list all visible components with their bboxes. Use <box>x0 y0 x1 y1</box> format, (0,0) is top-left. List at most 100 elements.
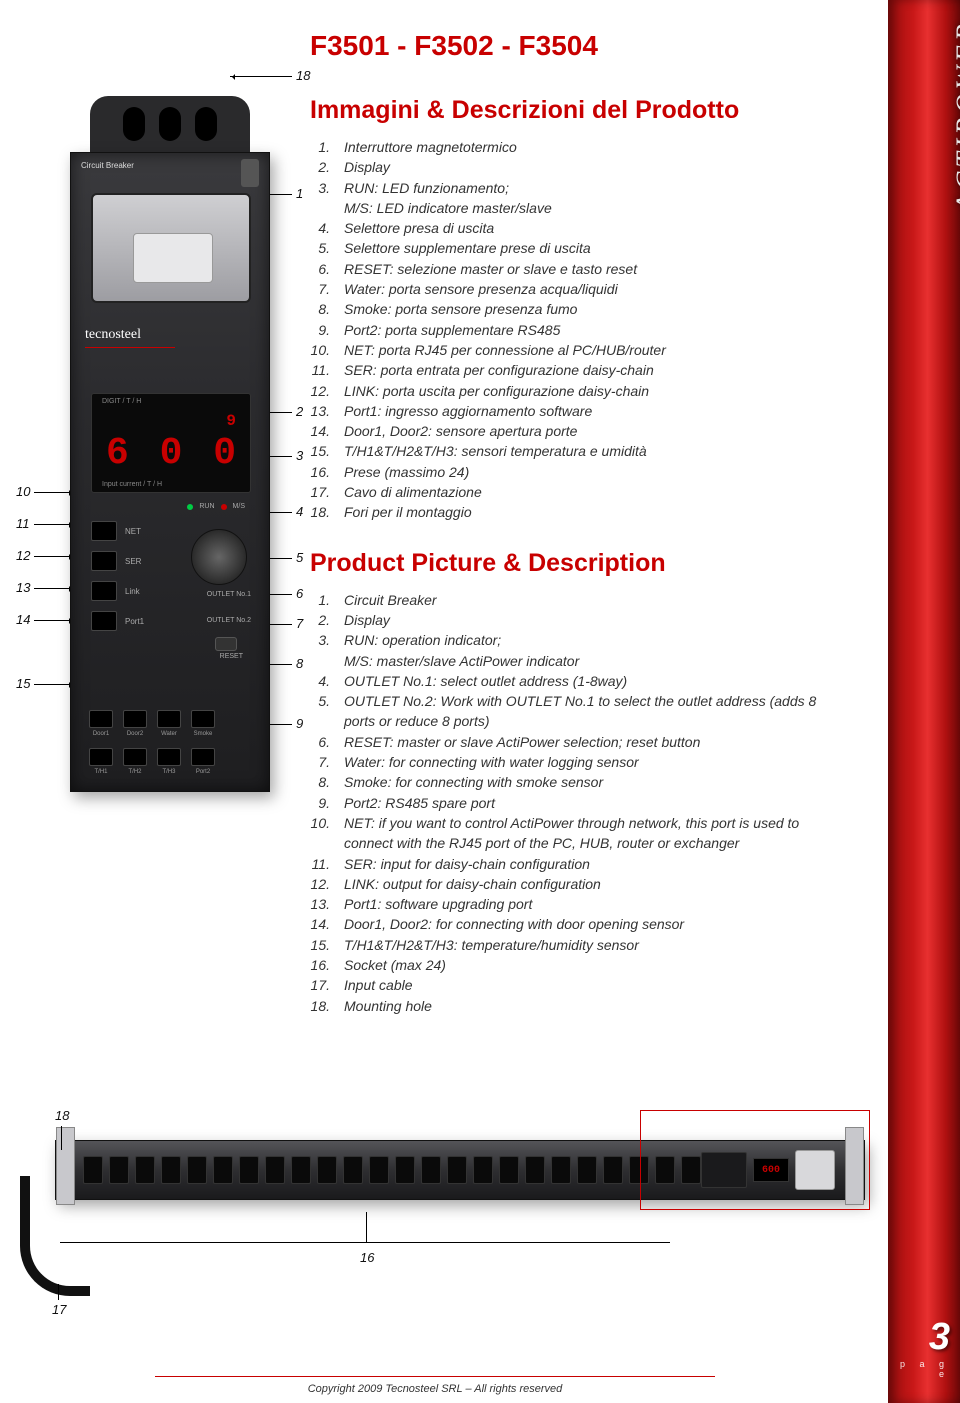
run-ms-leds: RUN M/S <box>187 503 245 510</box>
device-vertical: Circuit Breaker tecnosteel DIGIT / T / H… <box>60 96 280 796</box>
callout-10: 10 <box>16 484 30 499</box>
callout-2: 2 <box>296 404 303 419</box>
outlet-socket-icon <box>83 1156 103 1184</box>
list-item: 9.Port2: RS485 spare port <box>310 793 850 813</box>
outlet-socket-icon <box>109 1156 129 1184</box>
list-item: 6.RESET: selezione master or slave e tas… <box>310 259 850 279</box>
display-big-value: 6 0 0 <box>106 432 240 475</box>
breaker-window <box>91 193 251 303</box>
display-bottom-label: Input current / T / H <box>102 481 162 488</box>
list-item: 15.T/H1&T/H2&T/H3: sensori temperatura e… <box>310 441 850 461</box>
list-item: 1.Circuit Breaker <box>310 590 850 610</box>
list-item: 16.Socket (max 24) <box>310 955 850 975</box>
list-item: 2.Display <box>310 157 850 177</box>
sensor-ports-row1: Door1 Door2 Water Smoke <box>89 710 215 737</box>
list-item: 11.SER: input for daisy-chain configurat… <box>310 854 850 874</box>
list-item: 13.Port1: software upgrading port <box>310 894 850 914</box>
list-item: 4.OUTLET No.1: select outlet address (1-… <box>310 671 850 691</box>
mount-ear-icon <box>56 1127 75 1205</box>
device-brand: tecnosteel <box>85 327 141 343</box>
list-item: 3.RUN: operation indicator; M/S: master/… <box>310 630 850 671</box>
mounting-hole-icon <box>123 107 145 141</box>
list-item: 13.Port1: ingresso aggiornamento softwar… <box>310 401 850 421</box>
section-heading-it: Immagini & Descrizioni del Prodotto <box>310 96 850 125</box>
callout-4: 4 <box>296 504 303 519</box>
rj45-port-icon <box>91 521 117 541</box>
reset-label: RESET <box>220 653 243 660</box>
led-display: DIGIT / T / H 9 6 0 0 Input current / T … <box>91 393 251 493</box>
outlet-socket-icon <box>187 1156 207 1184</box>
list-item: 3.RUN: LED funzionamento; M/S: LED indic… <box>310 178 850 219</box>
list-item: 17.Cavo di alimentazione <box>310 482 850 502</box>
description-list-en: 1.Circuit Breaker2.Display3.RUN: operati… <box>310 590 850 1016</box>
outlet-socket-icon <box>577 1156 597 1184</box>
list-item: 14.Door1, Door2: for connecting with doo… <box>310 914 850 934</box>
list-item: 5.Selettore supplementare prese di uscit… <box>310 238 850 258</box>
list-item: 15.T/H1&T/H2&T/H3: temperature/humidity … <box>310 935 850 955</box>
outlet-socket-icon <box>499 1156 519 1184</box>
outlet-socket-icon <box>265 1156 285 1184</box>
callout-6: 6 <box>296 586 303 601</box>
list-item: 5.OUTLET No.2: Work with OUTLET No.1 to … <box>310 691 850 732</box>
outlet-socket-icon <box>213 1156 233 1184</box>
callout-12: 12 <box>16 548 30 563</box>
page-number: 3 p a g e <box>888 1316 950 1379</box>
outlet-socket-icon <box>239 1156 259 1184</box>
list-item: 4.Selettore presa di uscita <box>310 218 850 238</box>
list-item: 7.Water: for connecting with water loggi… <box>310 752 850 772</box>
outlet-socket-icon <box>395 1156 415 1184</box>
list-item: 12.LINK: porta uscita per configurazione… <box>310 381 850 401</box>
list-item: 16.Prese (massimo 24) <box>310 462 850 482</box>
list-item: 8.Smoke: for connecting with smoke senso… <box>310 772 850 792</box>
rj45-port-icon <box>91 581 117 601</box>
list-item: 14.Door1, Door2: sensore apertura porte <box>310 421 850 441</box>
outlet-socket-icon <box>603 1156 623 1184</box>
list-item: 1.Interruttore magnetotermico <box>310 137 850 157</box>
rj45-port-icon <box>91 611 117 631</box>
mounting-bracket <box>90 96 250 152</box>
list-item: 17.Input cable <box>310 975 850 995</box>
outlet-socket-icon <box>551 1156 571 1184</box>
outlet-socket-icon <box>291 1156 311 1184</box>
display-top-label: DIGIT / T / H <box>102 398 141 405</box>
list-item: 6.RESET: master or slave ActiPower selec… <box>310 732 850 752</box>
callout-1: 1 <box>296 186 303 201</box>
list-item: 8.Smoke: porta sensore presenza fumo <box>310 299 850 319</box>
brand-vertical-text: ACTIPOWER <box>952 20 960 212</box>
list-item: 9.Port2: porta supplementare RS485 <box>310 320 850 340</box>
list-item: 18.Mounting hole <box>310 996 850 1016</box>
callout-18: 18 <box>296 68 310 83</box>
callout-7: 7 <box>296 616 303 631</box>
outlet-socket-icon <box>473 1156 493 1184</box>
mounting-hole-icon <box>195 107 217 141</box>
section-heading-en: Product Picture & Description <box>310 549 850 578</box>
display-small-value: 9 <box>226 412 236 430</box>
callout-9: 9 <box>296 716 303 731</box>
highlight-box <box>640 1110 870 1210</box>
outlet-socket-icon <box>317 1156 337 1184</box>
callout-11: 11 <box>16 516 30 531</box>
list-item: 12.LINK: output for daisy-chain configur… <box>310 874 850 894</box>
list-item: 2.Display <box>310 610 850 630</box>
copyright-text: Copyright 2009 Tecnosteel SRL – All righ… <box>0 1383 870 1395</box>
outlet-socket-icon <box>369 1156 389 1184</box>
outlet-socket-icon <box>343 1156 363 1184</box>
outlet-row <box>83 1156 701 1184</box>
callout-bottom-17: 17 <box>52 1302 66 1317</box>
page-number-value: 3 <box>888 1316 950 1359</box>
side-ports: NET SER Link Port1 <box>91 521 251 641</box>
list-item: 11.SER: porta entrata per configurazione… <box>310 360 850 380</box>
callout-5: 5 <box>296 550 303 565</box>
callout-bottom-18: 18 <box>55 1108 69 1123</box>
rj45-port-icon <box>91 551 117 571</box>
page-footer: Copyright 2009 Tecnosteel SRL – All righ… <box>0 1376 870 1395</box>
list-item: 10.NET: porta RJ45 per connessione al PC… <box>310 340 850 360</box>
page-number-label: p a g e <box>888 1359 950 1379</box>
callout-15: 15 <box>16 676 30 691</box>
callout-bottom-16: 16 <box>360 1250 374 1265</box>
outlet-socket-icon <box>161 1156 181 1184</box>
description-list-it: 1.Interruttore magnetotermico2.Display3.… <box>310 137 850 523</box>
list-item: 18.Fori per il montaggio <box>310 502 850 522</box>
page-title: F3501 - F3502 - F3504 <box>310 30 850 62</box>
outlet-socket-icon <box>421 1156 441 1184</box>
